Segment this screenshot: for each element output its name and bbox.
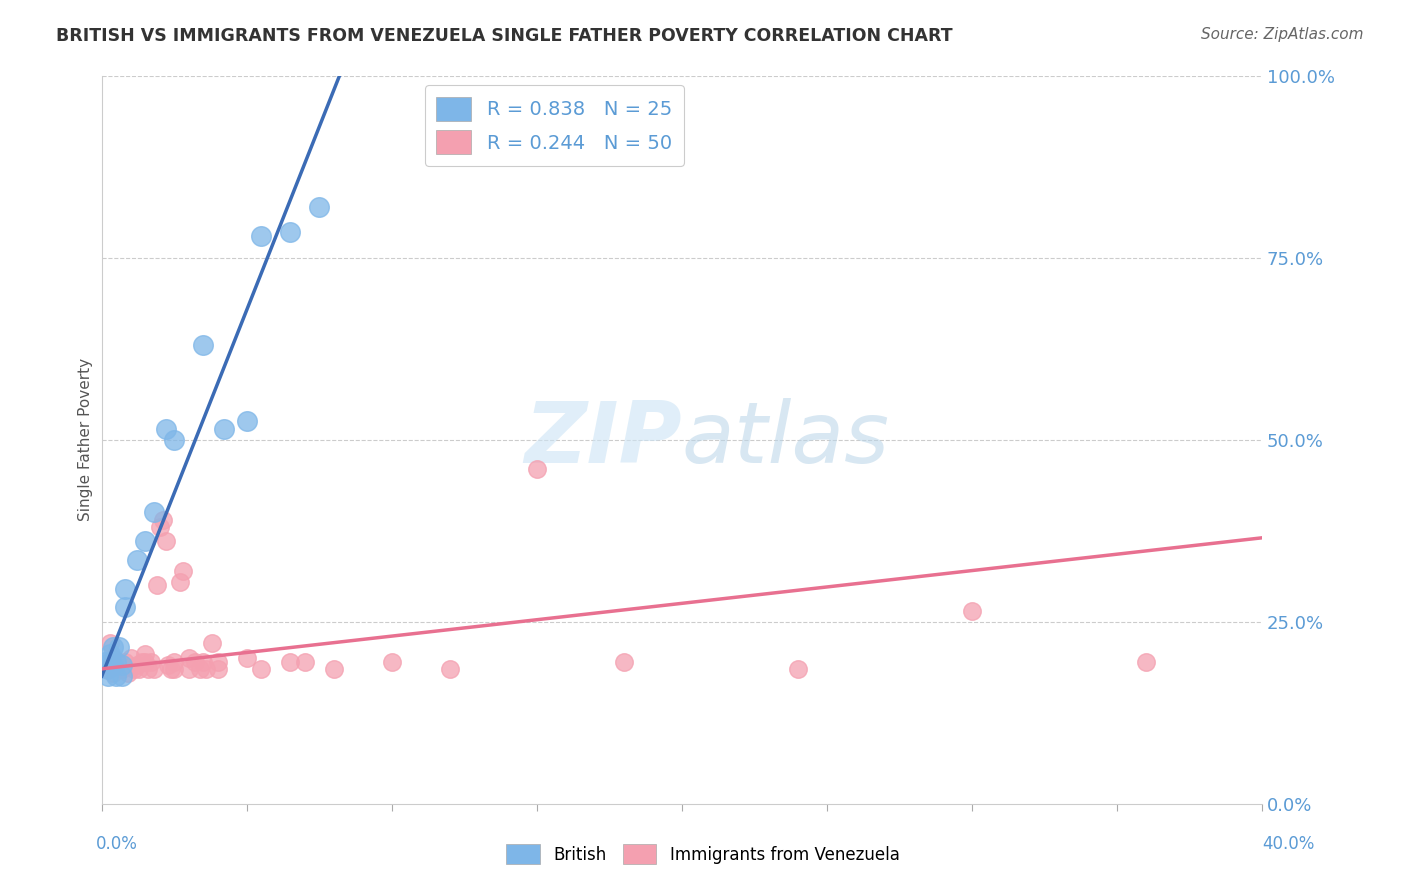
Text: ZIP: ZIP [524, 398, 682, 481]
Point [190, 662, 212, 676]
Point [139, 655, 162, 669]
Point [236, 414, 259, 428]
Point [105, 655, 128, 669]
Point [120, 651, 142, 665]
Point [103, 665, 125, 680]
Point [250, 228, 273, 243]
Point [152, 513, 174, 527]
Point [177, 651, 200, 665]
Point [278, 655, 301, 669]
Point [1135, 655, 1157, 669]
Point [163, 662, 186, 676]
Point [322, 662, 344, 676]
Point [526, 461, 548, 475]
Point [142, 662, 165, 676]
Point [960, 604, 983, 618]
Point [155, 534, 177, 549]
Point [114, 599, 136, 614]
Point [96, 662, 118, 676]
Point [100, 648, 122, 662]
Legend: British, Immigrants from Venezuela: British, Immigrants from Venezuela [499, 838, 907, 871]
Point [122, 662, 145, 676]
Point [134, 655, 156, 669]
Point [613, 655, 636, 669]
Point [207, 662, 229, 676]
Point [157, 658, 180, 673]
Point [125, 658, 148, 673]
Point [111, 669, 134, 683]
Text: BRITISH VS IMMIGRANTS FROM VENEZUELA SINGLE FATHER POVERTY CORRELATION CHART: BRITISH VS IMMIGRANTS FROM VENEZUELA SIN… [56, 27, 953, 45]
Y-axis label: Single Father Poverty: Single Father Poverty [79, 358, 93, 521]
Point [439, 662, 461, 676]
Point [134, 534, 156, 549]
Point [163, 655, 186, 669]
Point [201, 636, 224, 650]
Point [212, 422, 235, 436]
Point [193, 655, 215, 669]
Point [155, 422, 177, 436]
Point [108, 655, 131, 669]
Point [193, 338, 215, 352]
Point [142, 505, 165, 519]
Point [103, 640, 125, 654]
Text: 0.0%: 0.0% [96, 835, 138, 853]
Point [100, 636, 122, 650]
Point [207, 655, 229, 669]
Point [172, 564, 194, 578]
Point [786, 662, 808, 676]
Point [131, 655, 153, 669]
Point [250, 662, 273, 676]
Legend: R = 0.838   N = 25, R = 0.244   N = 50: R = 0.838 N = 25, R = 0.244 N = 50 [425, 86, 683, 166]
Point [125, 552, 148, 566]
Point [111, 662, 134, 676]
Point [93, 655, 115, 669]
Point [117, 665, 139, 680]
Point [114, 655, 136, 669]
Point [136, 662, 159, 676]
Point [169, 574, 191, 589]
Point [183, 655, 205, 669]
Point [108, 640, 131, 654]
Text: 40.0%: 40.0% [1263, 835, 1315, 853]
Point [100, 655, 122, 669]
Point [278, 225, 301, 239]
Point [236, 651, 259, 665]
Point [146, 578, 169, 592]
Point [134, 648, 156, 662]
Point [111, 658, 134, 673]
Point [308, 200, 330, 214]
Point [105, 658, 128, 673]
Point [96, 662, 118, 676]
Point [149, 520, 172, 534]
Point [103, 658, 125, 673]
Point [114, 582, 136, 596]
Point [163, 433, 186, 447]
Point [294, 655, 316, 669]
Point [381, 655, 404, 669]
Point [103, 651, 125, 665]
Point [96, 669, 118, 683]
Text: atlas: atlas [682, 398, 890, 481]
Point [105, 669, 128, 683]
Point [160, 662, 183, 676]
Point [177, 662, 200, 676]
Point [128, 662, 150, 676]
Point [195, 662, 218, 676]
Text: Source: ZipAtlas.com: Source: ZipAtlas.com [1201, 27, 1364, 42]
